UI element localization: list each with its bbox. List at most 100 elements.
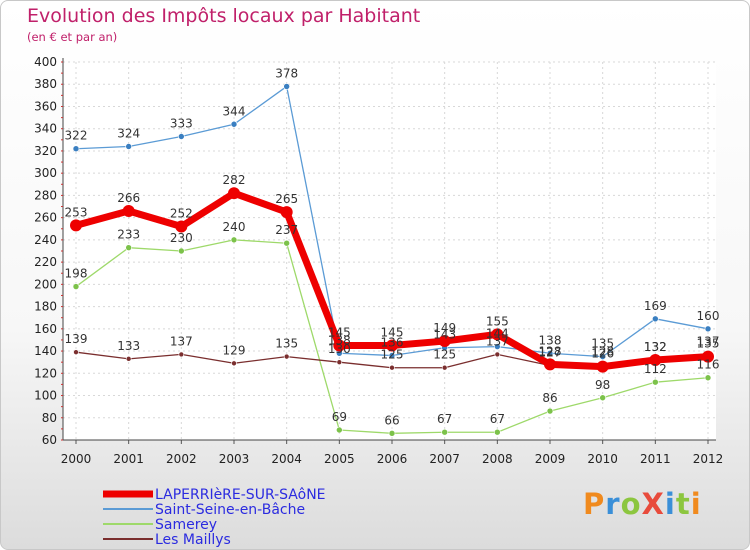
data-point — [652, 378, 659, 386]
data-point — [649, 353, 662, 366]
data-label: 98 — [595, 378, 610, 392]
data-label: 282 — [223, 173, 246, 187]
data-point — [704, 325, 712, 333]
data-point — [72, 283, 80, 290]
data-label: 125 — [381, 348, 404, 362]
data-point — [386, 339, 398, 352]
series-laperri-re-sur-sa-ne — [70, 187, 714, 373]
data-point — [546, 407, 554, 415]
data-point — [283, 83, 290, 90]
data-label: 137 — [697, 334, 720, 348]
y-tick-label: 220 — [34, 255, 57, 269]
data-point — [178, 351, 185, 358]
data-label: 266 — [117, 191, 140, 205]
data-label: 67 — [437, 412, 452, 426]
legend-item: LAPERRIèRE-SUR-SAôNE — [103, 487, 326, 503]
data-point — [178, 247, 185, 255]
y-tick-label: 100 — [34, 389, 57, 403]
data-point — [702, 350, 714, 363]
data-label: 378 — [275, 66, 298, 80]
proxiti-logo: ProXiti — [583, 487, 702, 521]
data-point — [546, 349, 554, 357]
data-point — [230, 120, 238, 128]
legend-label: Les Maillys — [155, 532, 231, 548]
data-point — [599, 353, 606, 360]
x-tick-label: 2010 — [587, 452, 618, 466]
data-label: 138 — [328, 333, 351, 347]
data-point — [704, 374, 712, 382]
data-label: 237 — [275, 223, 298, 237]
data-point — [125, 143, 132, 150]
y-tick-label: 320 — [34, 144, 57, 158]
data-point — [72, 145, 80, 153]
data-label: 144 — [486, 327, 509, 341]
legend-item: Saint-Seine-en-Bâche — [103, 502, 305, 518]
data-label: 116 — [697, 358, 720, 372]
data-label: 324 — [117, 126, 140, 140]
data-point — [388, 430, 396, 437]
x-tick-label: 2009 — [535, 452, 566, 466]
data-label: 125 — [433, 348, 456, 362]
data-point — [73, 349, 79, 355]
y-tick-label: 340 — [34, 122, 57, 136]
data-label: 135 — [697, 337, 720, 351]
data-label: 112 — [644, 362, 667, 376]
x-tick-label: 2007 — [429, 452, 460, 466]
y-tick-label: 140 — [34, 344, 57, 358]
data-label: 149 — [433, 321, 456, 335]
data-label: 160 — [697, 309, 720, 323]
data-label: 145 — [328, 326, 351, 340]
x-tick-label: 2008 — [482, 452, 513, 466]
data-label: 155 — [486, 314, 509, 328]
data-label: 198 — [65, 267, 88, 281]
y-tick-label: 300 — [34, 166, 57, 180]
data-label: 240 — [223, 220, 246, 234]
data-label: 132 — [644, 340, 667, 354]
legend-label: LAPERRIèRE-SUR-SAôNE — [155, 487, 326, 503]
data-point — [389, 364, 395, 371]
data-label: 133 — [117, 339, 140, 353]
data-point — [388, 352, 396, 359]
data-point — [336, 359, 343, 365]
data-point — [491, 328, 504, 341]
y-tick-label: 120 — [34, 366, 57, 380]
series-samerey — [72, 236, 712, 437]
data-point — [178, 133, 185, 140]
data-point — [231, 360, 237, 367]
x-tick-label: 2006 — [377, 452, 408, 466]
data-point — [596, 360, 609, 373]
data-point — [441, 364, 448, 371]
series-saint-seine-en-b-che — [72, 83, 712, 360]
data-point — [125, 244, 132, 251]
data-label: 344 — [223, 104, 246, 118]
data-label: 128 — [539, 344, 562, 358]
data-point — [652, 315, 659, 323]
data-label: 86 — [542, 391, 557, 405]
x-tick-label: 2005 — [324, 452, 355, 466]
x-tick-label: 2011 — [640, 452, 671, 466]
data-label: 322 — [65, 129, 88, 143]
data-label: 137 — [170, 334, 193, 348]
plot-area — [63, 62, 716, 440]
y-tick-label: 380 — [34, 77, 57, 91]
legend-label: Samerey — [155, 517, 217, 533]
data-label: 145 — [381, 326, 404, 340]
y-tick-label: 240 — [34, 233, 57, 247]
data-label: 67 — [490, 412, 505, 426]
data-label: 230 — [170, 231, 193, 245]
y-tick-label: 160 — [34, 322, 57, 336]
legend-label: Saint-Seine-en-Bâche — [155, 502, 305, 518]
y-tick-label: 180 — [34, 300, 57, 314]
data-point — [175, 220, 188, 233]
x-tick-label: 2004 — [271, 452, 302, 466]
x-tick-label: 2000 — [61, 452, 92, 466]
data-point — [544, 358, 556, 371]
data-point — [333, 339, 346, 352]
y-tick-label: 60 — [42, 433, 57, 447]
data-point — [494, 428, 501, 436]
data-point — [494, 351, 501, 358]
data-point — [280, 206, 293, 219]
y-tick-label: 280 — [34, 188, 57, 202]
data-label: 135 — [591, 337, 614, 351]
